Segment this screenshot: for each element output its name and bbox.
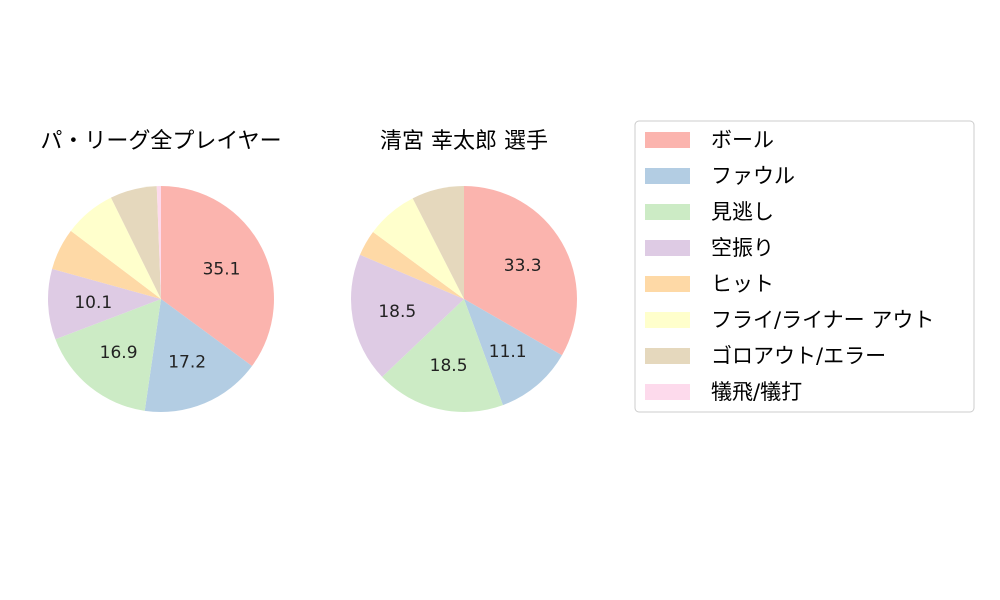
pie-slice bbox=[464, 299, 562, 406]
legend-swatch bbox=[645, 240, 690, 256]
pie-title-all-players: パ・リーグ全プレイヤー bbox=[40, 129, 281, 154]
pie-slice bbox=[350, 254, 464, 377]
pie-slice bbox=[412, 186, 464, 299]
pie-slice bbox=[52, 230, 161, 299]
slice-data-label: 18.5 bbox=[378, 302, 416, 322]
slice-data-label: 35.1 bbox=[203, 259, 241, 279]
pie-chart-kiyomiya: 清宮 幸太郎 選手 33.3 11.1 18.5 18.5 bbox=[350, 129, 577, 413]
slice-data-label: 11.1 bbox=[489, 342, 527, 362]
legend-label: 見逃し bbox=[711, 200, 774, 224]
legend-swatch bbox=[645, 204, 690, 220]
legend-label: ファウル bbox=[711, 164, 795, 188]
pie-slice bbox=[55, 299, 161, 411]
pie-slice bbox=[144, 299, 252, 412]
pie-slice bbox=[360, 232, 464, 299]
legend-label: ボール bbox=[711, 128, 774, 152]
pie-slice bbox=[110, 186, 161, 299]
pie-slice bbox=[382, 299, 503, 413]
legend-frame bbox=[634, 120, 975, 413]
legend-swatch bbox=[645, 132, 690, 148]
legend-label: ゴロアウト/エラー bbox=[711, 344, 886, 368]
slice-data-label: 33.3 bbox=[504, 256, 542, 276]
slice-data-label: 17.2 bbox=[168, 353, 206, 373]
slice-data-label: 18.5 bbox=[430, 356, 468, 376]
pie-slice bbox=[70, 197, 161, 299]
pie-title-kiyomiya: 清宮 幸太郎 選手 bbox=[380, 129, 548, 154]
legend-label: 犠飛/犠打 bbox=[711, 380, 802, 404]
slice-data-label: 16.9 bbox=[100, 343, 138, 363]
legend-label: フライ/ライナー アウト bbox=[711, 308, 934, 332]
legend-label: ヒット bbox=[711, 272, 774, 296]
pie-slice bbox=[48, 268, 161, 340]
legend-label: 空振り bbox=[711, 236, 774, 260]
slice-data-label: 10.1 bbox=[74, 293, 112, 313]
pie-chart-all-players: パ・リーグ全プレイヤー 35.1 17.2 16.9 10.1 bbox=[40, 129, 282, 412]
legend-swatch bbox=[645, 312, 690, 328]
legend-swatch bbox=[645, 168, 690, 184]
pie-slice bbox=[161, 186, 274, 366]
legend-swatch bbox=[645, 384, 690, 400]
legend-swatch bbox=[645, 348, 690, 364]
pie-slice bbox=[464, 186, 577, 356]
pie-slice bbox=[156, 186, 161, 299]
legend-swatch bbox=[645, 276, 690, 292]
pie-slice bbox=[373, 198, 464, 299]
